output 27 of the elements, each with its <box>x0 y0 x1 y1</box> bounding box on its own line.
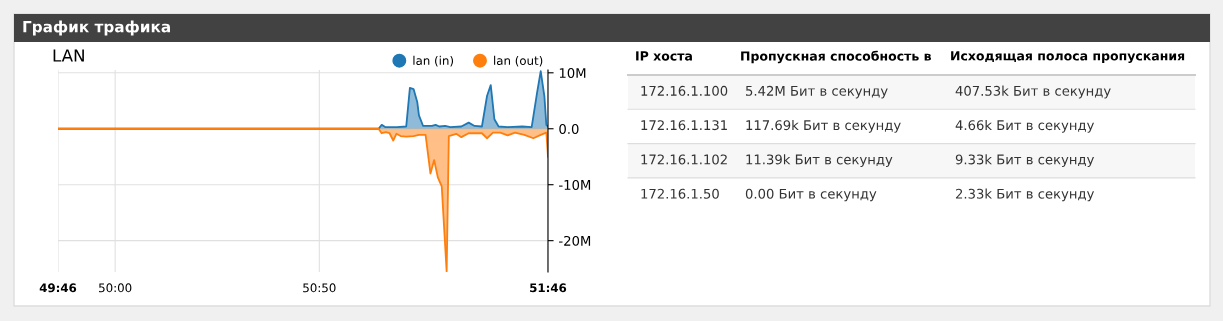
y-tick-label: -20M <box>559 235 591 246</box>
text: 5.42M Бит в секунду <box>746 85 888 99</box>
x-tick-label: 50:00 <box>99 283 132 293</box>
category-label: Пропускная способность в <box>741 50 931 64</box>
text: 172.16.1.131 <box>641 120 727 131</box>
text: 11.39k Бит в секунду <box>746 154 893 167</box>
chart-subtitle: LAN <box>53 49 84 62</box>
text: 9.33k Бит в секунду <box>955 154 1095 167</box>
chart-title: График трафика <box>23 20 170 36</box>
y-tick-label: -10M <box>559 179 591 190</box>
text: 117.69k Бит в секунду <box>746 119 901 133</box>
text: 4.66k Бит в секунду <box>955 119 1095 133</box>
x-tick-label: 49:46 <box>39 283 77 293</box>
text: 172.16.1.100 <box>641 85 728 96</box>
x-tick-label: 50:50 <box>303 283 336 293</box>
text: 172.16.1.102 <box>641 154 727 165</box>
legend-label: lan (in) <box>413 55 454 67</box>
category-label: IP хоста <box>636 51 692 61</box>
category-label: Исходящая полоса пропускания <box>951 51 1185 64</box>
text: 0.00 Бит в секунду <box>745 188 877 202</box>
y-tick-label: 0.0 <box>559 123 579 134</box>
x-tick-label: 51:46 <box>530 283 567 293</box>
y-tick-label: 10M <box>559 68 586 78</box>
text: 2.33k Бит в секунду <box>955 188 1095 202</box>
text: 172.16.1.50 <box>641 188 719 199</box>
text: 407.53k Бит в секунду <box>955 85 1111 99</box>
legend-label: lan (out) <box>494 55 543 67</box>
